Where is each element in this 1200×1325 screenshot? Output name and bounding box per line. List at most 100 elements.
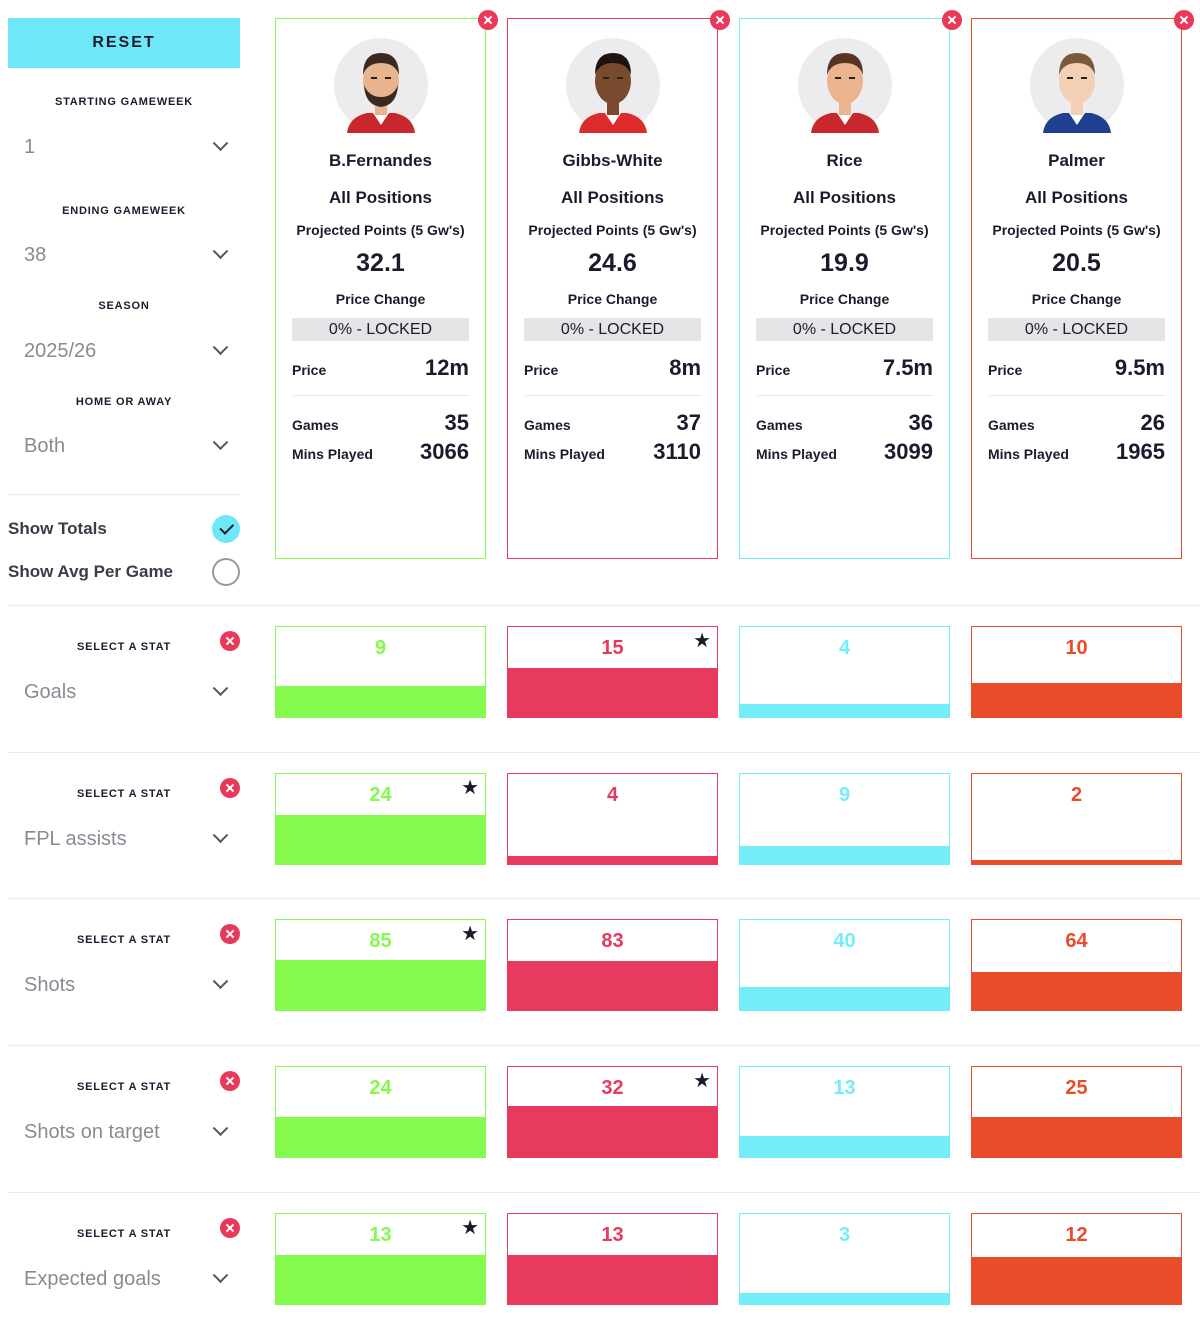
remove-stat-button[interactable] <box>220 1071 240 1091</box>
stat-value: 64 <box>1065 930 1088 952</box>
divider <box>8 898 1200 899</box>
stat-select[interactable]: Shots <box>8 965 240 1005</box>
star-icon: ★ <box>461 777 479 799</box>
chevron-down-icon <box>212 1266 229 1283</box>
stat-value: 2 <box>1070 784 1083 806</box>
remove-stat-button[interactable] <box>220 924 240 944</box>
stat-tile: 83 <box>507 919 718 1011</box>
remove-player-button[interactable] <box>710 10 730 30</box>
price-change-status: 0% - LOCKED <box>988 318 1165 341</box>
season-select[interactable]: 2025/26 <box>8 331 240 371</box>
remove-stat-button[interactable] <box>220 1218 240 1238</box>
stat-select[interactable]: FPL assists <box>8 819 240 859</box>
stat-select[interactable]: Goals <box>8 672 240 712</box>
season-label: SEASON <box>98 300 150 312</box>
show-avg-checkbox[interactable] <box>212 558 240 586</box>
stat-bar-fill <box>972 972 1181 1010</box>
stat-select-value: Expected goals <box>24 1267 161 1290</box>
chevron-down-icon <box>212 242 229 259</box>
remove-stat-button[interactable] <box>220 631 240 651</box>
player-name: Gibbs-White <box>562 151 663 170</box>
select-stat-label: SELECT A STAT <box>76 641 172 653</box>
divider <box>8 605 1200 606</box>
chevron-down-icon <box>212 338 229 355</box>
star-icon: ★ <box>461 1217 479 1239</box>
stat-bar-fill <box>508 855 717 864</box>
games-value: 26 <box>1140 410 1165 435</box>
stat-value: 25 <box>1065 1077 1088 1099</box>
stat-bar-fill <box>276 1254 485 1304</box>
starting-gameweek-select[interactable]: 1 <box>8 127 240 167</box>
stat-bar-fill <box>508 667 717 717</box>
stat-select[interactable]: Shots on target <box>8 1112 240 1152</box>
starting-gameweek-value: 1 <box>24 135 36 158</box>
home-away-select[interactable]: Both <box>8 426 240 466</box>
mins-label: Mins Played <box>756 446 837 462</box>
stat-value: 10 <box>1065 637 1088 659</box>
reset-button[interactable]: RESET <box>8 18 240 68</box>
stat-tile: 10 <box>971 626 1182 718</box>
stat-tile: 13 <box>507 1213 718 1305</box>
stat-tile: 12 <box>971 1213 1182 1305</box>
stat-tile: 2 <box>971 773 1182 865</box>
price-change-status: 0% - LOCKED <box>524 318 701 341</box>
divider <box>8 752 1200 753</box>
select-stat-label: SELECT A STAT <box>76 1081 172 1093</box>
stat-tile: 32 ★ <box>507 1066 718 1158</box>
show-totals-checkbox[interactable] <box>212 515 240 543</box>
player-card: Gibbs-White All Positions Projected Poin… <box>507 10 730 559</box>
divider <box>8 1192 1200 1193</box>
stat-tile: 13 ★ <box>275 1213 486 1305</box>
stat-tile: 24 ★ <box>275 773 486 865</box>
home-away-value: Both <box>24 434 66 457</box>
player-positions: All Positions <box>1025 188 1128 207</box>
stat-bar-fill <box>972 1116 1181 1157</box>
games-label: Games <box>756 417 803 433</box>
show-avg-row: Show Avg Per Game <box>8 557 240 587</box>
show-avg-label: Show Avg Per Game <box>8 562 174 581</box>
mins-value: 3099 <box>884 439 933 464</box>
price-value: 8m <box>669 355 701 380</box>
games-row: Games 35 <box>292 410 469 436</box>
chevron-down-icon <box>212 972 229 989</box>
divider <box>756 395 933 396</box>
player-card: Rice All Positions Projected Points (5 G… <box>739 10 962 559</box>
projected-points-value: 32.1 <box>356 249 405 277</box>
price-value: 7.5m <box>882 355 933 380</box>
player-positions: All Positions <box>329 188 432 207</box>
remove-stat-button[interactable] <box>220 778 240 798</box>
player-name: Rice <box>826 151 863 170</box>
stat-value: 24 <box>369 1077 392 1099</box>
stat-bar-fill <box>276 685 485 717</box>
stat-value: 15 <box>601 637 624 659</box>
stat-tile: 15 ★ <box>507 626 718 718</box>
mins-row: Mins Played 3110 <box>524 439 701 465</box>
price-row: Price 8m <box>524 355 701 381</box>
stat-tile: 13 <box>739 1066 950 1158</box>
mins-label: Mins Played <box>988 446 1069 462</box>
player-avatar <box>1030 38 1124 133</box>
price-change-label: Price Change <box>799 291 890 307</box>
player-avatar <box>334 38 428 133</box>
player-positions: All Positions <box>561 188 664 207</box>
show-totals-label: Show Totals <box>8 519 107 538</box>
games-label: Games <box>524 417 571 433</box>
remove-player-button[interactable] <box>478 10 498 30</box>
stat-bar-fill <box>276 814 485 864</box>
stat-select[interactable]: Expected goals <box>8 1259 240 1299</box>
ending-gameweek-label: ENDING GAMEWEEK <box>62 205 186 217</box>
stat-select-value: Shots on target <box>24 1120 160 1143</box>
divider <box>8 494 240 495</box>
mins-value: 3066 <box>420 439 469 464</box>
divider <box>292 395 469 396</box>
divider <box>988 395 1165 396</box>
stat-select-value: Shots <box>24 973 76 996</box>
select-stat-label: SELECT A STAT <box>76 934 172 946</box>
remove-player-button[interactable] <box>1174 10 1194 30</box>
season-value: 2025/26 <box>24 339 97 362</box>
mins-row: Mins Played 3066 <box>292 439 469 465</box>
ending-gameweek-select[interactable]: 38 <box>8 235 240 275</box>
stat-bar-fill <box>972 860 1181 864</box>
price-change-status: 0% - LOCKED <box>292 318 469 341</box>
remove-player-button[interactable] <box>942 10 962 30</box>
